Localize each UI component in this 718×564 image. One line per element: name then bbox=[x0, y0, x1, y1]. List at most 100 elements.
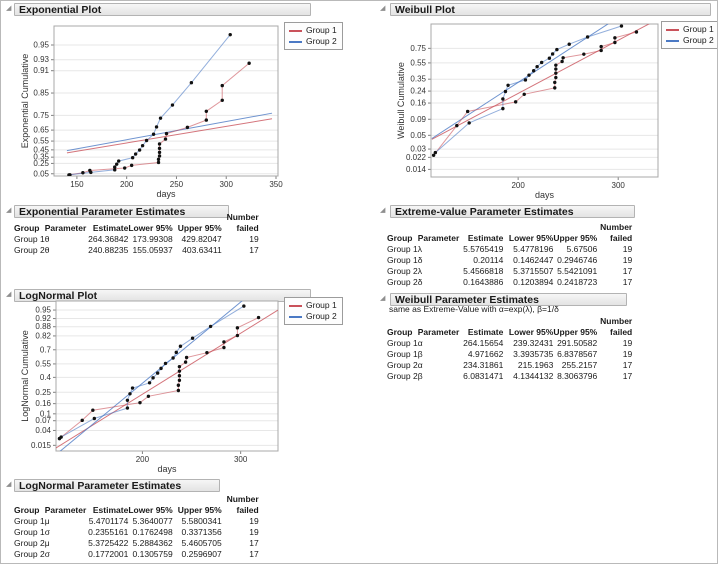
section-header-extreme-value-params[interactable]: Extreme-value Parameter Estimates bbox=[390, 205, 635, 218]
column-header: Lower 95% bbox=[508, 327, 554, 338]
svg-text:0.24: 0.24 bbox=[410, 87, 426, 96]
plot-frame-background bbox=[56, 301, 278, 451]
y-axis-title: LogNormal Cumulative bbox=[20, 330, 30, 422]
data-point bbox=[467, 121, 471, 125]
data-point bbox=[547, 56, 552, 60]
svg-text:0.05: 0.05 bbox=[410, 131, 426, 140]
table-cell: Group 2 bbox=[14, 549, 45, 560]
section-header-weibull-plot[interactable]: Weibull Plot bbox=[390, 3, 711, 16]
data-point bbox=[151, 132, 156, 136]
section-header-weibull-params[interactable]: Weibull Parameter Estimates bbox=[390, 293, 627, 306]
svg-text:0.7: 0.7 bbox=[40, 345, 52, 354]
table-cell: 0.3371356 bbox=[181, 527, 222, 538]
disclosure-triangle-icon[interactable]: ◢ bbox=[6, 291, 12, 298]
spacer-cell bbox=[14, 494, 222, 505]
disclosure-triangle-icon[interactable]: ◢ bbox=[380, 5, 386, 12]
fit-line-group-2 bbox=[66, 112, 273, 152]
svg-text:0.82: 0.82 bbox=[35, 331, 51, 340]
column-header: Upper 95% bbox=[553, 233, 598, 244]
fit-line-group-1 bbox=[56, 309, 278, 449]
svg-text:0.16: 0.16 bbox=[35, 399, 51, 408]
column-header: Upper 95% bbox=[553, 327, 598, 338]
weibull-parameter-table: Number Group Parameter Estimate Lower 95… bbox=[387, 316, 632, 382]
disclosure-triangle-icon[interactable]: ◢ bbox=[380, 295, 386, 302]
table-cell: 215.1963 bbox=[517, 360, 554, 371]
table-cell: 19 bbox=[622, 255, 633, 266]
legend-item: Group 2 bbox=[666, 35, 714, 46]
table-cell: 155.05937 bbox=[132, 245, 173, 256]
svg-text:200: 200 bbox=[120, 180, 134, 189]
table-row: Group 2 σ 0.1772001 0.1305759 0.2596907 17 bbox=[14, 549, 259, 560]
plot-frame-background bbox=[54, 26, 278, 176]
data-point bbox=[156, 160, 161, 165]
svg-text:200: 200 bbox=[136, 455, 150, 464]
data-point bbox=[205, 350, 209, 355]
data-point bbox=[113, 165, 117, 169]
section-header-exponential-params[interactable]: Exponential Parameter Estimates bbox=[14, 205, 229, 218]
table-cell: 5.4566818 bbox=[463, 266, 504, 277]
table-cell: Group 2 bbox=[387, 371, 418, 382]
svg-text:0.015: 0.015 bbox=[31, 441, 52, 450]
data-point bbox=[140, 143, 145, 148]
table-cell: 4.971662 bbox=[467, 349, 504, 360]
data-point bbox=[133, 152, 138, 156]
section-header-exponential-plot[interactable]: Exponential Plot bbox=[14, 3, 311, 16]
disclosure-triangle-icon[interactable]: ◢ bbox=[380, 207, 386, 214]
svg-text:0.1: 0.1 bbox=[40, 409, 52, 418]
data-point bbox=[81, 171, 85, 175]
svg-text:0.55: 0.55 bbox=[35, 359, 51, 368]
column-header: Lower 95% bbox=[508, 233, 554, 244]
fit-line-group-2 bbox=[431, 24, 609, 139]
legend-item: Group 1 bbox=[666, 24, 714, 35]
column-header: Number bbox=[226, 212, 259, 223]
plot-frame bbox=[430, 23, 659, 178]
section-title: Weibull Parameter Estimates bbox=[395, 294, 539, 306]
data-point bbox=[178, 344, 183, 348]
group1-line-swatch bbox=[289, 304, 302, 307]
column-header: failed bbox=[236, 223, 259, 234]
table-cell: 5.4701174 bbox=[88, 516, 129, 527]
table-cell: λ bbox=[417, 244, 422, 255]
svg-text:0.35: 0.35 bbox=[410, 75, 426, 84]
section-title: LogNormal Plot bbox=[19, 290, 98, 302]
table-cell: 264.36842 bbox=[88, 234, 129, 245]
table-cell: 264.15654 bbox=[463, 338, 504, 349]
data-point bbox=[157, 150, 162, 155]
data-point bbox=[228, 32, 232, 37]
group2-line-swatch bbox=[289, 40, 302, 43]
disclosure-triangle-icon[interactable]: ◢ bbox=[6, 207, 12, 214]
table-cell: 17 bbox=[249, 549, 259, 560]
svg-text:0.95: 0.95 bbox=[35, 306, 51, 315]
data-point bbox=[176, 388, 181, 393]
disclosure-triangle-icon[interactable]: ◢ bbox=[6, 481, 12, 488]
svg-text:300: 300 bbox=[234, 455, 248, 464]
data-series bbox=[57, 304, 261, 441]
table-cell: Group 1 bbox=[14, 527, 45, 538]
table-cell: 17 bbox=[249, 245, 259, 256]
table-cell: 0.2355161 bbox=[88, 527, 129, 538]
disclosure-triangle-icon[interactable]: ◢ bbox=[6, 5, 12, 12]
section-title: Weibull Plot bbox=[395, 4, 455, 16]
column-header: Estimate bbox=[467, 233, 504, 244]
y-axis-title: Weibull Cumulative bbox=[396, 62, 406, 139]
svg-text:0.91: 0.91 bbox=[33, 66, 49, 75]
table-cell: 6.0831471 bbox=[463, 371, 504, 382]
data-point bbox=[156, 157, 161, 162]
column-header: failed bbox=[610, 327, 633, 338]
data-point bbox=[613, 36, 617, 40]
table-cell: μ bbox=[44, 538, 50, 549]
table-cell: Group 2 bbox=[387, 266, 418, 277]
data-point bbox=[125, 406, 130, 410]
table-header-row: Number bbox=[14, 494, 259, 505]
column-header: Number bbox=[600, 222, 633, 233]
table-row: Group 1 δ 0.20114 0.1462447 0.2946746 19 bbox=[387, 255, 632, 266]
svg-text:0.022: 0.022 bbox=[406, 153, 427, 162]
section-header-lognormal-params[interactable]: LogNormal Parameter Estimates bbox=[14, 479, 220, 492]
table-cell: 0.1305759 bbox=[132, 549, 173, 560]
data-point bbox=[634, 30, 639, 34]
fit-lines bbox=[431, 24, 650, 140]
data-point bbox=[550, 52, 555, 56]
svg-text:0.4: 0.4 bbox=[40, 373, 52, 382]
data-point bbox=[163, 137, 168, 141]
data-point bbox=[554, 63, 558, 67]
